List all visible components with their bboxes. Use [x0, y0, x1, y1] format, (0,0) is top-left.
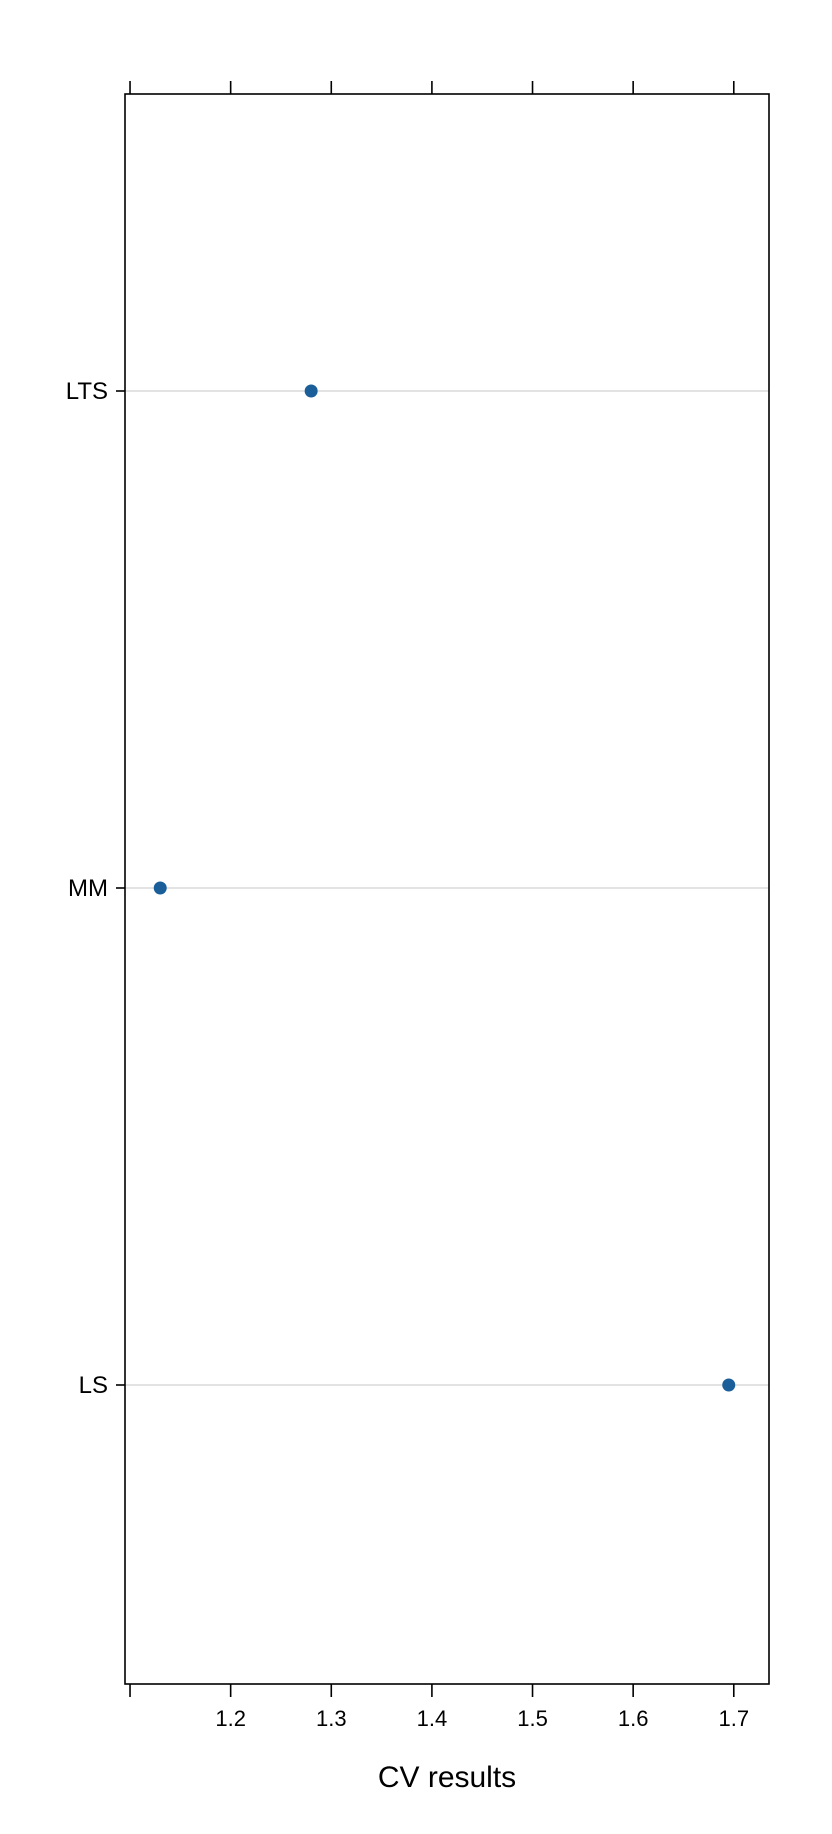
gridlines: [125, 390, 769, 1386]
data-point-ls: [722, 1378, 736, 1392]
x-tick-label: 1.7: [718, 1706, 749, 1731]
x-axis-title: CV results: [378, 1761, 516, 1794]
x-tick-label: 1.3: [316, 1706, 347, 1731]
x-tick-label: 1.2: [215, 1706, 246, 1731]
x-tick-label: 1.4: [417, 1706, 448, 1731]
y-category-label-lts: LTS: [66, 378, 108, 405]
y-category-label-mm: MM: [68, 875, 108, 902]
x-tick-label: 1.5: [517, 1706, 548, 1731]
data-point-mm: [153, 881, 167, 895]
x-axis-ticks: [116, 81, 735, 1697]
data-points: [153, 384, 736, 1392]
y-category-label-ls: LS: [79, 1372, 108, 1399]
axis-labels: 1.2 1.3 1.4 1.5 1.6 1.7 LTS MM LS: [66, 378, 749, 1731]
plot-frame: [124, 93, 770, 1685]
x-tick-label: 1.6: [618, 1706, 649, 1731]
data-point-lts: [304, 384, 318, 398]
